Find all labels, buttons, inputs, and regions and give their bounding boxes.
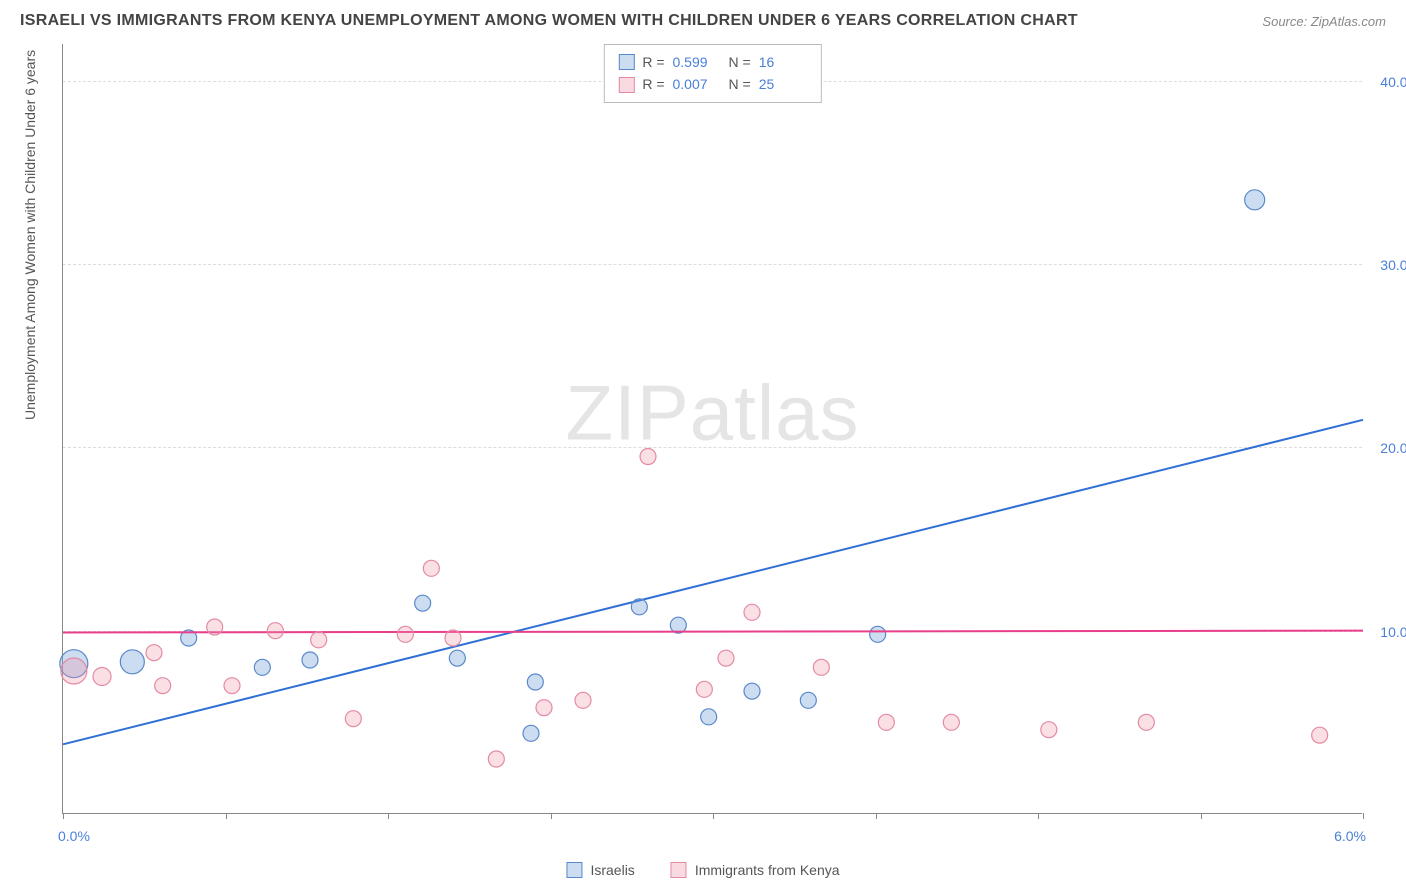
n-label: N = [729, 51, 751, 73]
chart-header: ISRAELI VS IMMIGRANTS FROM KENYA UNEMPLO… [0, 0, 1406, 38]
data-point-kenya [224, 678, 240, 694]
x-tick-mark [1201, 813, 1202, 819]
legend: Israelis Immigrants from Kenya [566, 862, 839, 878]
legend-label: Immigrants from Kenya [695, 862, 840, 878]
trend-line-kenya [63, 631, 1363, 633]
data-point-kenya [146, 645, 162, 661]
data-point-kenya [1041, 722, 1057, 738]
data-point-kenya [813, 659, 829, 675]
data-point-kenya [878, 714, 894, 730]
data-point-kenya [207, 619, 223, 635]
x-tick-mark [1038, 813, 1039, 819]
source-label: Source: [1262, 14, 1307, 29]
data-point-kenya [397, 626, 413, 642]
data-point-kenya [445, 630, 461, 646]
data-point-kenya [267, 623, 283, 639]
data-point-israelis [744, 683, 760, 699]
data-point-israelis [527, 674, 543, 690]
x-tick-mark [1363, 813, 1364, 819]
data-point-israelis [254, 659, 270, 675]
x-tick-mark [713, 813, 714, 819]
legend-swatch-pink [671, 862, 687, 878]
y-tick-label: 20.0% [1380, 440, 1406, 456]
data-point-kenya [423, 560, 439, 576]
data-point-israelis [120, 650, 144, 674]
x-tick-mark [388, 813, 389, 819]
data-point-kenya [1138, 714, 1154, 730]
y-tick-label: 40.0% [1380, 74, 1406, 90]
x-axis-max-label: 6.0% [1334, 828, 1366, 844]
stats-row: R = 0.599 N = 16 [618, 51, 806, 73]
chart-title: ISRAELI VS IMMIGRANTS FROM KENYA UNEMPLO… [20, 12, 1078, 30]
data-point-kenya [61, 658, 87, 684]
correlation-stats-box: R = 0.599 N = 16 R = 0.007 N = 25 [603, 44, 821, 103]
data-point-kenya [1312, 727, 1328, 743]
data-point-israelis [1245, 190, 1265, 210]
data-point-israelis [800, 692, 816, 708]
x-tick-mark [63, 813, 64, 819]
source-value: ZipAtlas.com [1311, 14, 1386, 29]
trend-line-israelis [63, 420, 1363, 744]
data-point-kenya [311, 632, 327, 648]
r-value: 0.599 [673, 51, 721, 73]
data-point-kenya [696, 681, 712, 697]
r-label: R = [642, 73, 664, 95]
legend-item: Israelis [566, 862, 634, 878]
data-point-kenya [488, 751, 504, 767]
x-tick-mark [876, 813, 877, 819]
source-attribution: Source: ZipAtlas.com [1262, 14, 1386, 29]
x-tick-mark [226, 813, 227, 819]
data-point-kenya [943, 714, 959, 730]
data-point-israelis [523, 725, 539, 741]
y-tick-label: 10.0% [1380, 624, 1406, 640]
data-point-israelis [449, 650, 465, 666]
data-point-kenya [640, 449, 656, 465]
legend-swatch-blue [566, 862, 582, 878]
data-point-kenya [155, 678, 171, 694]
data-point-kenya [536, 700, 552, 716]
data-point-kenya [718, 650, 734, 666]
data-point-israelis [302, 652, 318, 668]
chart-plot-area: ZIPatlas 10.0%20.0%30.0%40.0% R =0.599N … [62, 44, 1362, 814]
n-value: 25 [759, 73, 807, 95]
data-point-kenya [575, 692, 591, 708]
r-label: R = [642, 51, 664, 73]
data-point-kenya [93, 668, 111, 686]
legend-item: Immigrants from Kenya [671, 862, 840, 878]
series-swatch-pink [618, 77, 634, 93]
n-label: N = [729, 73, 751, 95]
x-tick-mark [551, 813, 552, 819]
data-point-israelis [870, 626, 886, 642]
scatter-plot-svg [63, 44, 1362, 813]
x-axis-min-label: 0.0% [58, 828, 90, 844]
legend-label: Israelis [590, 862, 634, 878]
n-value: 16 [759, 51, 807, 73]
y-tick-label: 30.0% [1380, 257, 1406, 273]
r-value: 0.007 [673, 73, 721, 95]
data-point-israelis [701, 709, 717, 725]
data-point-kenya [345, 711, 361, 727]
y-axis-title: Unemployment Among Women with Children U… [22, 50, 38, 420]
data-point-kenya [744, 604, 760, 620]
data-point-israelis [415, 595, 431, 611]
data-point-israelis [631, 599, 647, 615]
series-swatch-blue [618, 54, 634, 70]
stats-row: R = 0.007 N = 25 [618, 73, 806, 95]
